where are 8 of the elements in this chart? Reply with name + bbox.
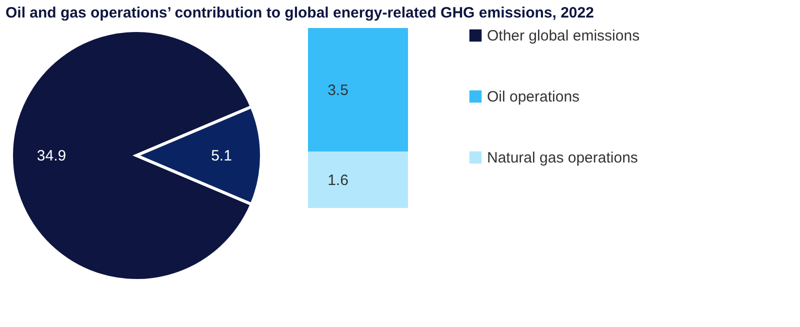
data-label: 1.6 <box>328 172 348 189</box>
data-label: 34.9 <box>36 148 66 164</box>
legend-label: Natural gas operations <box>487 150 638 166</box>
legend-label: Other global emissions <box>487 28 640 44</box>
chart-title: Oil and gas operations’ contribution to global energy-related GHG emissions, 2022 <box>6 4 594 22</box>
data-label: 5.1 <box>211 148 232 164</box>
data-label: 3.5 <box>328 82 348 99</box>
legend-label: Oil operations <box>487 88 580 106</box>
